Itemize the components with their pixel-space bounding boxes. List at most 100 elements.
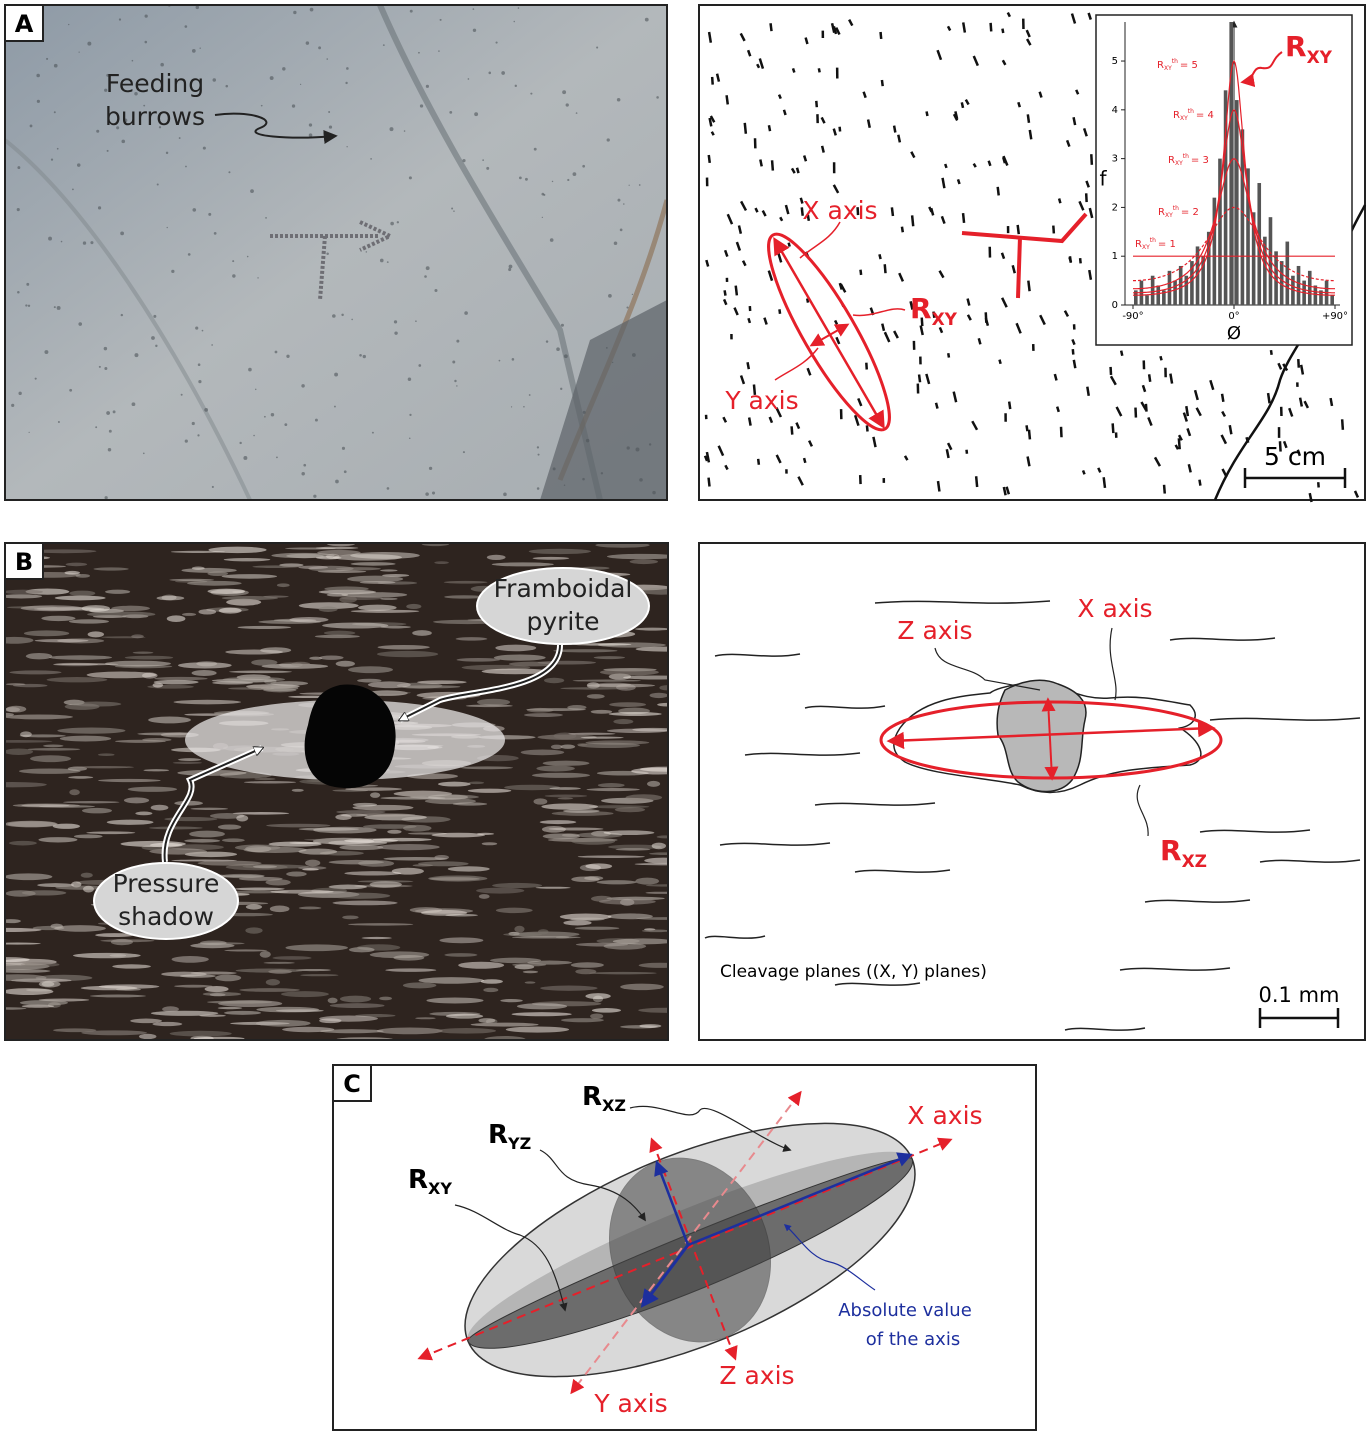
speckle (301, 472, 304, 475)
streak (171, 551, 225, 553)
streak (200, 941, 227, 946)
bar (1156, 285, 1160, 305)
speckle (409, 176, 412, 179)
burrow-dash (1003, 157, 1005, 163)
streak (198, 609, 216, 614)
streak (492, 883, 542, 888)
speckle (185, 166, 187, 168)
curve-symbol: R (1157, 60, 1164, 71)
streak (536, 887, 571, 889)
burrow-dash (1149, 374, 1150, 381)
ratio-subscript: XY (1307, 48, 1333, 68)
burrow-dash (1059, 199, 1060, 204)
annotation: shadow (118, 902, 214, 931)
speckle (440, 19, 442, 21)
burrow-dash (898, 135, 900, 143)
streak (458, 962, 504, 969)
streak (340, 996, 371, 1003)
streak (167, 615, 186, 622)
streak (55, 596, 106, 601)
streak (434, 855, 449, 860)
streak (333, 554, 402, 561)
streak (456, 637, 488, 641)
annotation: Pressure (113, 869, 220, 898)
speckle (90, 241, 93, 244)
speckle (537, 487, 540, 490)
speckle (214, 232, 217, 235)
streak (523, 971, 538, 974)
streak (403, 825, 431, 832)
bar (1280, 261, 1284, 305)
speckle (345, 82, 347, 84)
streak (609, 712, 662, 716)
curve-subscript: XY (1142, 244, 1150, 251)
streak (430, 877, 480, 880)
streak (544, 678, 564, 683)
burrow-dash (948, 353, 949, 357)
burrow-dash (991, 23, 992, 32)
speckle (192, 422, 195, 425)
streak (542, 826, 566, 833)
streak (21, 605, 83, 611)
streak (639, 963, 682, 968)
axis-label: Y axis (593, 1389, 667, 1418)
figure: A Feeding burrows X axis Y axis RXY 5 cm… (0, 0, 1370, 1432)
speckle (473, 29, 476, 32)
speckle (202, 330, 204, 332)
speckle (499, 360, 501, 362)
burrow-dash (1040, 92, 1042, 98)
streak (613, 719, 633, 724)
streak (22, 890, 67, 895)
bar (1297, 266, 1301, 305)
speckle (98, 206, 101, 209)
streak (319, 655, 343, 659)
streak (260, 951, 271, 958)
streak (348, 666, 393, 673)
burrow-dash (962, 102, 963, 107)
panel-label: A (15, 10, 34, 38)
curve-value: = 2 (1181, 207, 1199, 218)
streak (468, 782, 484, 785)
burrow-dash (902, 227, 903, 233)
speckle (438, 50, 440, 52)
streak (28, 748, 81, 751)
speckle (462, 159, 465, 162)
streak (93, 567, 128, 570)
streak (342, 916, 358, 920)
streak (330, 1003, 385, 1008)
burrow-dash (1074, 360, 1075, 368)
streak (254, 778, 275, 780)
streak (315, 635, 360, 638)
streak (466, 705, 513, 708)
speckle (68, 24, 69, 25)
speckle (160, 63, 164, 67)
streak (541, 803, 598, 809)
streak (20, 731, 32, 737)
panel-b-drawing: Z axis X axis RXZ Cleavage planes ((X, Y… (699, 543, 1365, 1040)
speckle (583, 411, 586, 414)
speckle (310, 8, 314, 12)
speckle (501, 71, 505, 75)
streak (551, 745, 563, 749)
streak (47, 677, 108, 682)
speckle (198, 363, 201, 366)
streak (585, 993, 610, 999)
speckle (652, 491, 655, 494)
speckle (228, 171, 230, 173)
speckle (293, 11, 296, 14)
streak (381, 797, 446, 800)
streak (448, 866, 490, 871)
streak (235, 845, 281, 851)
annotation: Absolute value (838, 1300, 972, 1321)
ratio-symbol: R (910, 292, 932, 325)
speckle (292, 104, 295, 107)
streak (536, 766, 574, 772)
streak (471, 1023, 539, 1027)
burrow-dash (974, 164, 976, 168)
streak (291, 662, 310, 667)
speckle (326, 253, 329, 256)
axis-label: Y axis (724, 386, 798, 415)
streak (73, 953, 141, 958)
burrow-dash (784, 110, 786, 115)
streak (362, 937, 392, 939)
